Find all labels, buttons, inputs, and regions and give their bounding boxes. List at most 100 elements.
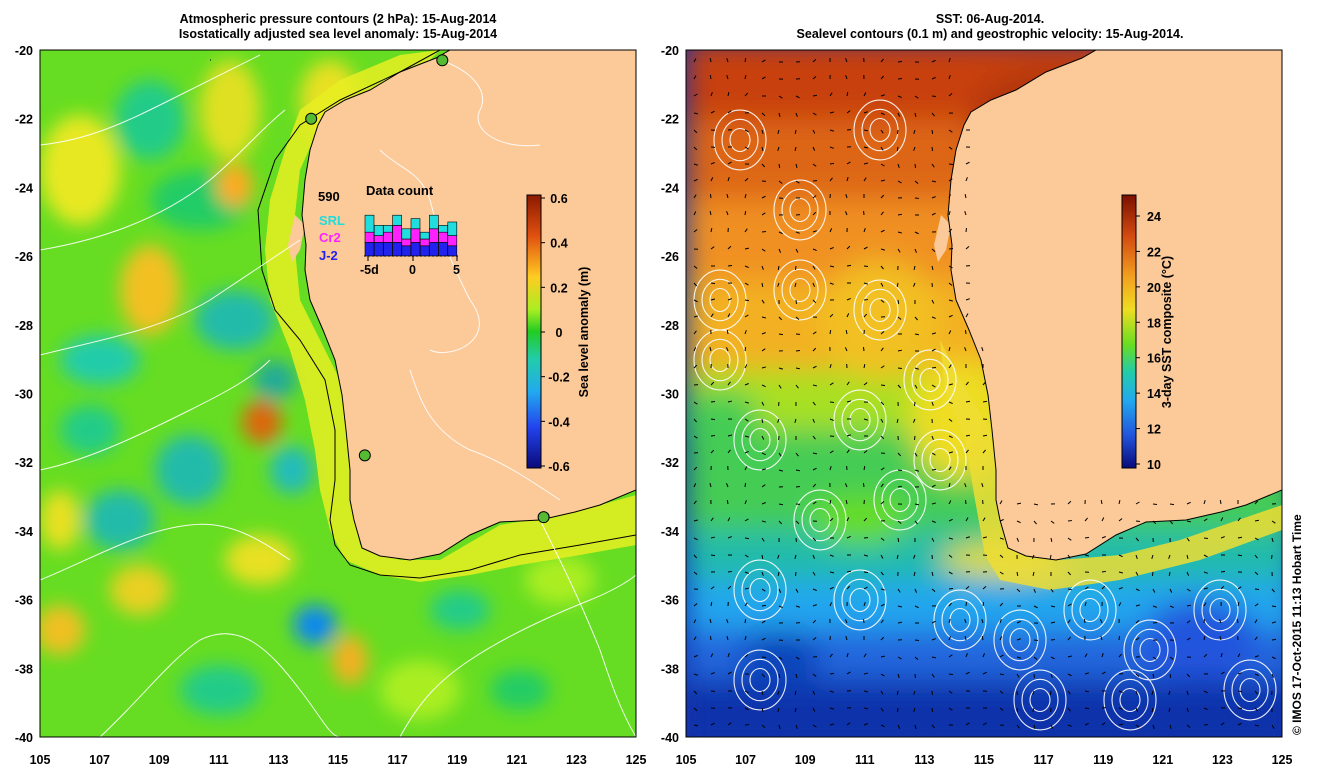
velocity-arrow: [1033, 656, 1038, 660]
velocity-arrow: [982, 381, 987, 386]
data-count-bar-cr2: [392, 225, 402, 243]
velocity-arrow: [897, 213, 903, 216]
data-count-bar-j2: [401, 245, 412, 257]
velocity-arrow: [795, 384, 799, 389]
velocity-arrow: [999, 571, 1004, 575]
velocity-arrow: [896, 146, 899, 152]
velocity-arrow: [1271, 605, 1277, 608]
sst-shark-bay-island: [934, 215, 951, 262]
velocity-arrow: [1083, 618, 1086, 624]
velocity-arrow: [795, 656, 800, 660]
sea-level-contour: [1123, 619, 1177, 681]
velocity-arrow: [931, 196, 936, 199]
velocity-arrow: [1033, 520, 1037, 525]
velocity-arrow: [948, 483, 951, 488]
velocity-arrow: [1203, 571, 1208, 574]
velocity-arrow: [931, 112, 935, 117]
velocity-arrow: [948, 178, 953, 182]
velocity-arrow: [1168, 554, 1171, 559]
velocity-arrow: [931, 401, 934, 406]
velocity-arrow: [914, 503, 920, 506]
velocity-arrow: [1067, 603, 1072, 607]
sea-level-contour: [729, 127, 751, 153]
velocity-arrow: [1203, 690, 1208, 694]
velocity-arrow: [761, 366, 766, 369]
data-count-bar-srl: [429, 214, 439, 230]
velocity-arrow: [829, 672, 835, 675]
velocity-arrow: [1084, 672, 1089, 675]
velocity-arrow: [1219, 619, 1222, 624]
sea-level-contour: [721, 118, 759, 162]
velocity-arrow: [812, 347, 817, 352]
velocity-arrow: [844, 619, 848, 624]
velocity-arrow: [1203, 554, 1208, 558]
velocity-arrow: [931, 638, 936, 641]
velocity-arrow: [1169, 588, 1173, 593]
velocity-arrow: [744, 435, 749, 438]
velocity-arrow: [914, 605, 919, 609]
velocity-arrow: [931, 620, 936, 624]
sla-map: [40, 50, 636, 737]
velocity-arrow: [931, 502, 936, 505]
velocity-arrow: [1151, 571, 1154, 577]
velocity-arrow: [845, 329, 848, 335]
velocity-arrow: [744, 587, 750, 590]
velocity-arrow: [778, 469, 783, 472]
velocity-arrow: [999, 537, 1004, 540]
velocity-arrow: [999, 619, 1002, 624]
velocity-arrow: [812, 401, 816, 406]
velocity-arrow: [778, 384, 782, 389]
velocity-arrow: [897, 537, 900, 543]
data-count-bar-j2: [383, 242, 393, 257]
velocity-arrow: [761, 59, 766, 63]
velocity-arrow: [931, 180, 937, 183]
velocity-arrow: [846, 91, 849, 97]
velocity-arrow: [744, 690, 749, 694]
velocity-arrow: [829, 723, 834, 726]
velocity-arrow: [948, 265, 953, 269]
sea-level-contour: [781, 188, 819, 232]
velocity-arrow: [1203, 500, 1206, 505]
sea-level-contour: [921, 438, 959, 482]
sea-level-contour: [781, 268, 819, 312]
velocity-arrow: [1050, 724, 1054, 729]
velocity-arrow: [710, 298, 716, 301]
tide-gauge-marker: [305, 112, 318, 125]
sea-level-contour: [709, 347, 731, 373]
velocity-arrow: [880, 467, 885, 471]
velocity-arrow: [897, 673, 900, 678]
sea-level-contour: [809, 507, 831, 533]
velocity-arrow: [710, 722, 715, 726]
left-title: Atmospheric pressure contours (2 hPa): 1…: [40, 12, 636, 42]
velocity-arrow: [1186, 554, 1189, 559]
velocity-arrow: [829, 418, 834, 421]
velocity-arrow: [744, 299, 750, 302]
sea-level-contour: [869, 117, 891, 143]
velocity-arrow: [812, 211, 817, 216]
velocity-arrow: [1033, 639, 1039, 641]
sea-level-contours: [693, 99, 1277, 731]
velocity-arrow: [761, 484, 766, 488]
velocity-arrow: [1203, 602, 1207, 607]
velocity-arrow: [744, 571, 749, 574]
velocity-arrow: [844, 211, 848, 216]
velocity-arrow: [1168, 707, 1171, 712]
velocity-arrow: [726, 499, 729, 505]
velocity-arrow: [1271, 724, 1275, 729]
velocity-arrow: [948, 401, 953, 405]
velocity-arrow: [1067, 690, 1071, 695]
velocity-arrow: [931, 673, 935, 678]
velocity-arrow: [862, 482, 865, 488]
velocity-arrow: [1101, 570, 1107, 573]
velocity-arrow: [1118, 707, 1123, 710]
velocity-arrow: [931, 248, 936, 252]
velocity-arrow: [795, 452, 799, 457]
lon-label-right: 117: [1034, 753, 1054, 767]
velocity-arrow: [693, 619, 697, 624]
velocity-arrow: [812, 637, 817, 641]
sea-level-contour: [749, 667, 771, 693]
velocity-arrow: [880, 365, 885, 369]
velocity-arrow: [761, 537, 765, 542]
velocity-arrow: [913, 265, 916, 271]
velocity-arrow: [1101, 653, 1104, 658]
